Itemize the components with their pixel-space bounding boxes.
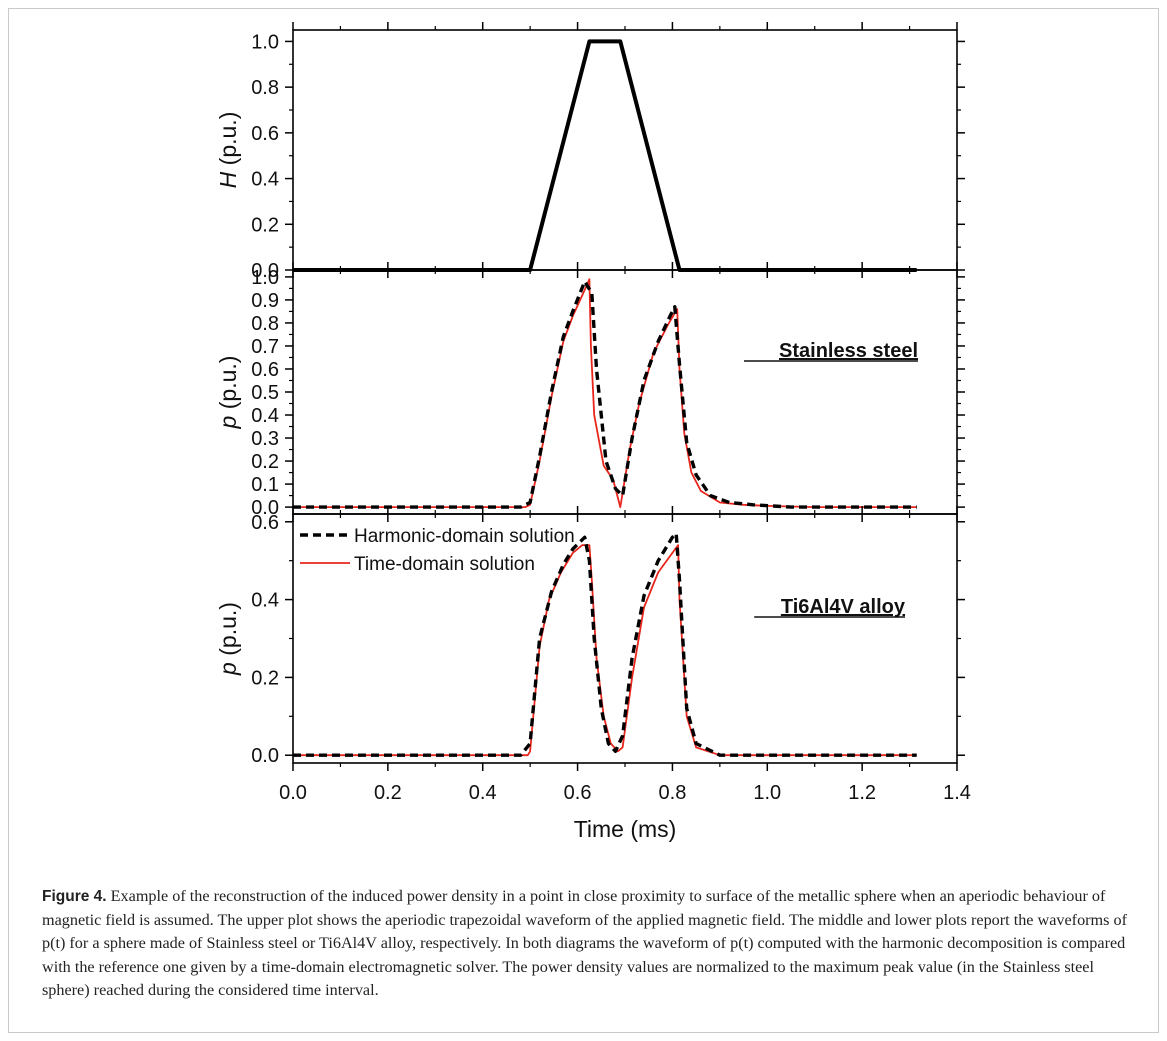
y-tick-label: 0.4 (251, 405, 279, 427)
panel-2: 0.00.10.20.30.40.50.60.70.80.91.0p (p.u.… (215, 262, 965, 522)
chart: 0.00.20.40.60.81.0H (p.u.)0.00.10.20.30.… (215, 22, 971, 842)
y-tick-label: 0.1 (251, 474, 279, 496)
caption-text: Example of the reconstruction of the ind… (42, 887, 1127, 999)
panel-annotation: Ti6Al4V alloy (781, 596, 906, 618)
series-line-waveform (293, 39, 917, 272)
y-tick-label: 0.0 (251, 497, 279, 519)
series-line-harmonic-domain-solution (293, 279, 917, 509)
x-tick-label: 1.2 (848, 782, 876, 804)
y-tick-label: 1.0 (251, 31, 279, 53)
y-axis-label-unit: (p.u.) (215, 112, 241, 172)
y-axis-label-unit: (p.u.) (215, 356, 241, 416)
legend-entry: Time-domain solution (354, 554, 535, 575)
y-tick-label: 0.0 (251, 745, 279, 767)
y-axis-label-symbol: H (215, 171, 241, 188)
y-tick-label: 0.5 (251, 382, 279, 404)
x-tick-label: 0.0 (279, 782, 307, 804)
y-tick-label: 0.2 (251, 214, 279, 236)
y-tick-label: 0.8 (251, 77, 279, 99)
y-tick-label: 0.4 (251, 169, 279, 191)
y-tick-label: 0.6 (251, 359, 279, 381)
series-line-time-domain-solution (293, 544, 917, 757)
x-tick-label: 0.4 (469, 782, 497, 804)
legend: Harmonic-domain solution Time-domain solu… (300, 526, 575, 575)
series-line-time-domain-solution (293, 278, 917, 508)
x-tick-label: 0.8 (659, 782, 687, 804)
figure-caption: Figure 4. Example of the reconstruction … (42, 885, 1132, 1003)
x-tick-label: 0.2 (374, 782, 402, 804)
y-tick-label: 0.7 (251, 336, 279, 358)
y-axis-label-unit: (p.u.) (215, 602, 241, 662)
y-axis-label-symbol: p (215, 415, 241, 429)
panel-3: 0.0 0.2 0.4 0.6 p (p.u.) Ti6Al4V alloy Harmoni… (215, 506, 965, 771)
y-tick-label: 0.3 (251, 428, 279, 450)
y-axis-label: p (p.u.) (215, 602, 241, 676)
x-tick-label: 0.6 (564, 782, 592, 804)
figure-frame (8, 8, 1159, 1033)
x-tick-label: 1.4 (943, 782, 971, 804)
y-tick-label: 0.2 (251, 667, 279, 689)
x-tick-label: 1.0 (753, 782, 781, 804)
y-tick-label: 0.4 (251, 590, 279, 612)
y-tick-label: 0.6 (251, 512, 279, 534)
caption-label: Figure 4. (42, 888, 107, 905)
y-axis-label: p (p.u.) (215, 356, 241, 430)
y-tick-label: 0.0 (251, 260, 279, 282)
panel-annotation: Stainless steel (779, 340, 918, 362)
y-tick-label: 1.0 (251, 267, 279, 289)
y-tick-label: 0.6 (251, 123, 279, 145)
y-tick-label: 0.9 (251, 290, 279, 312)
panel-1: 0.0 0.2 0.4 0.6 0.8 1.0 H (p.u.) (215, 22, 965, 282)
y-tick-label: 0.2 (251, 451, 279, 473)
y-tick-label: 0.8 (251, 313, 279, 335)
y-axis-label-symbol: p (215, 662, 241, 676)
x-axis-label: Time (ms) (574, 816, 677, 842)
legend-entry: Harmonic-domain solution (354, 526, 575, 547)
y-axis-label: H (p.u.) (215, 112, 241, 189)
